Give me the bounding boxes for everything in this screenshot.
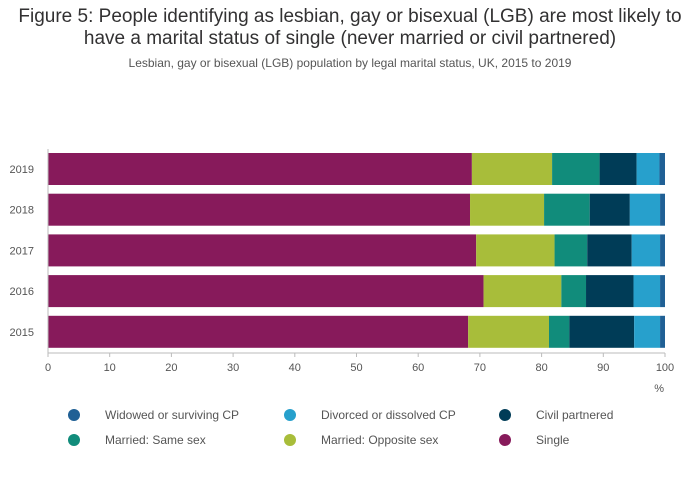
- x-tick-label: 100: [656, 362, 674, 374]
- bar-2015-single: [48, 315, 469, 348]
- x-tick-label: 50: [350, 362, 362, 374]
- legend-label: Widowed or surviving CP: [105, 408, 240, 422]
- bar-2018-married-opposite-sex: [470, 193, 545, 226]
- x-tick-label: 90: [597, 362, 609, 374]
- legend-item-single: Single: [499, 433, 569, 447]
- x-tick-label: 30: [227, 362, 239, 374]
- bar-2017-civil-partnered: [587, 234, 632, 267]
- legend-label: Married: Opposite sex: [321, 433, 439, 447]
- bar-2019-divorced-or-dissolved-cp: [636, 153, 660, 185]
- legend-label: Married: Same sex: [105, 433, 206, 447]
- bar-2015-married-opposite-sex: [468, 315, 550, 348]
- legend-marker: [284, 409, 296, 421]
- bar-2018-widowed-or-surviving-cp: [660, 193, 665, 226]
- bar-2017-single: [48, 234, 477, 267]
- x-tick-label: 60: [412, 362, 424, 374]
- bar-2017-widowed-or-surviving-cp: [660, 234, 665, 267]
- bar-2015-civil-partnered: [569, 315, 635, 348]
- legend-label: Civil partnered: [536, 408, 614, 422]
- bar-2018-divorced-or-dissolved-cp: [629, 193, 661, 226]
- y-tick-label: 2017: [10, 245, 34, 257]
- stacked-bar-chart: 2019 2018 2017 2016 2015 0 10 20 30 40 50 60 70 80 90 1…: [10, 149, 674, 395]
- bar-2016-widowed-or-surviving-cp: [660, 275, 665, 308]
- y-tick-label: 2016: [10, 286, 34, 298]
- bar-2016-civil-partnered: [586, 275, 634, 308]
- legend-marker: [68, 434, 80, 446]
- bar-2016-single: [48, 275, 484, 308]
- legend-marker: [499, 434, 511, 446]
- bar-2018-single: [48, 193, 471, 226]
- legend-marker: [499, 409, 511, 421]
- legend-marker: [68, 409, 80, 421]
- legend-item-married-opposite-sex: Married: Opposite sex: [284, 433, 438, 447]
- x-tick-label: 20: [165, 362, 177, 374]
- bar-2017-married-same-sex: [554, 234, 588, 267]
- legend-item-married-same-sex: Married: Same sex: [68, 433, 206, 447]
- x-tick-label: 70: [474, 362, 486, 374]
- legend-label: Single: [536, 433, 570, 447]
- x-tick-label: 80: [535, 362, 547, 374]
- chart-subtitle: Lesbian, gay or bisexual (LGB) populatio…: [128, 56, 572, 70]
- x-axis-label: %: [654, 383, 664, 395]
- bar-2018-married-same-sex: [544, 193, 590, 226]
- bar-2016-divorced-or-dissolved-cp: [633, 275, 661, 308]
- y-tick-label: 2018: [10, 205, 34, 217]
- bar-2016-married-opposite-sex: [483, 275, 562, 308]
- bar-2017-divorced-or-dissolved-cp: [631, 234, 661, 267]
- bar-2019-married-opposite-sex: [471, 153, 553, 185]
- y-tick-label: 2019: [10, 164, 34, 176]
- legend-item-widowed-or-surviving-cp: Widowed or surviving CP: [68, 408, 239, 422]
- bar-2015-widowed-or-surviving-cp: [660, 315, 665, 348]
- bar-2015-divorced-or-dissolved-cp: [634, 315, 661, 348]
- bar-2019-widowed-or-surviving-cp: [659, 153, 665, 185]
- bar-2016-married-same-sex: [561, 275, 587, 308]
- x-tick-label: 10: [104, 362, 116, 374]
- bar-2019-civil-partnered: [599, 153, 637, 185]
- bar-2019-married-same-sex: [552, 153, 600, 185]
- legend-item-civil-partnered: Civil partnered: [499, 408, 613, 422]
- legend-label: Divorced or dissolved CP: [321, 408, 456, 422]
- bar-2017-married-opposite-sex: [476, 234, 555, 267]
- y-tick-label: 2015: [10, 327, 34, 339]
- legend-marker: [284, 434, 296, 446]
- bar-2019-single: [48, 153, 472, 185]
- bar-2018-civil-partnered: [589, 193, 630, 226]
- x-tick-label: 0: [45, 362, 51, 374]
- chart-title: Figure 5: People identifying as lesbian,…: [18, 6, 682, 49]
- legend-item-divorced-or-dissolved-cp: Divorced or dissolved CP: [284, 408, 456, 422]
- x-tick-label: 40: [289, 362, 301, 374]
- bar-2015-married-same-sex: [549, 315, 570, 348]
